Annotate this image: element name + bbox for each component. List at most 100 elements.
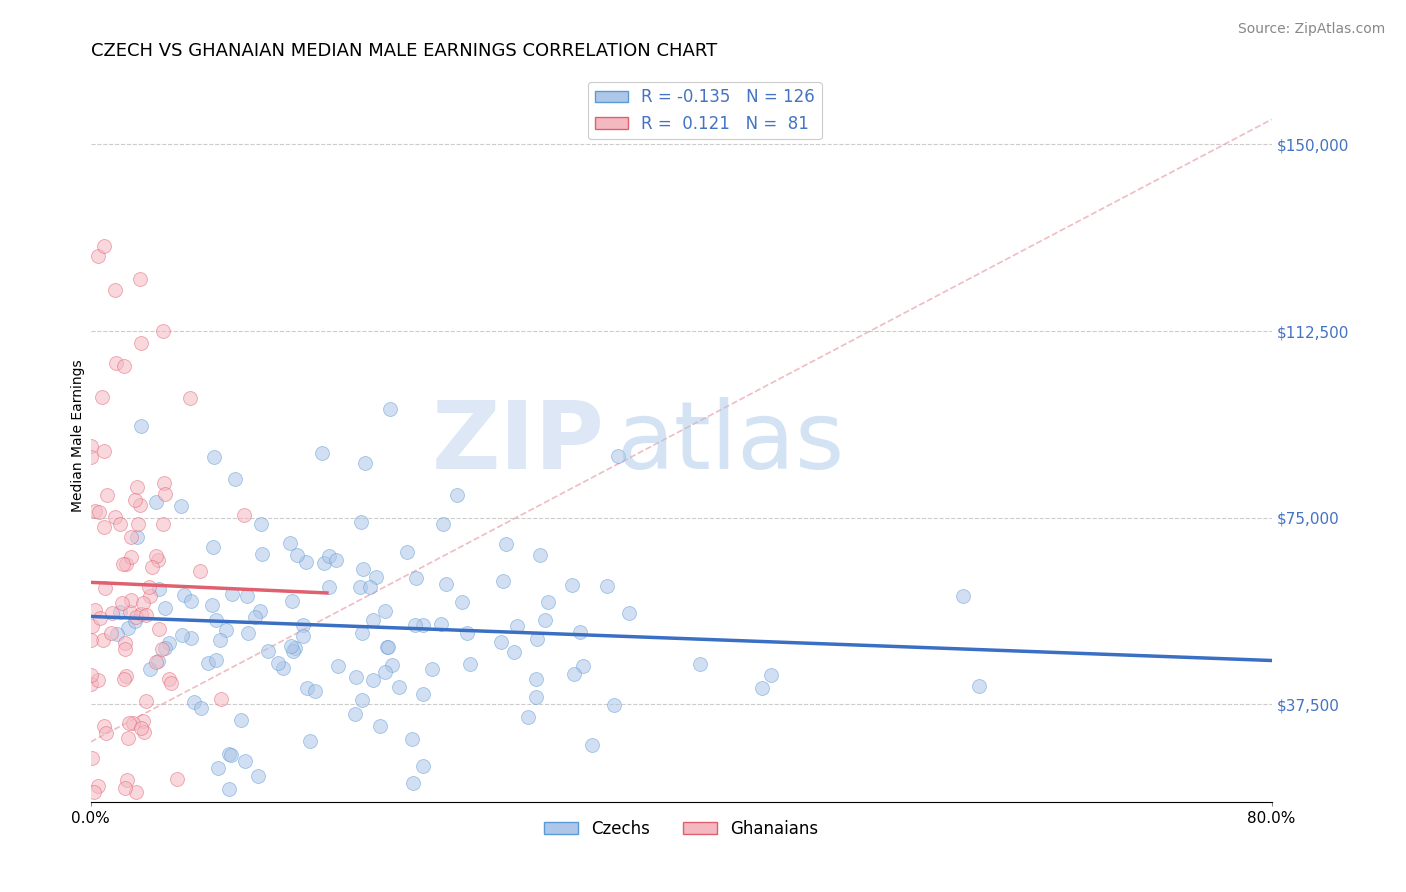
Point xyxy=(420,662,443,676)
Point xyxy=(112,359,135,373)
Point xyxy=(124,614,146,628)
Point xyxy=(190,701,212,715)
Point xyxy=(84,603,107,617)
Point xyxy=(148,622,170,636)
Point xyxy=(148,552,170,566)
Point xyxy=(352,693,374,707)
Point xyxy=(153,640,176,655)
Point xyxy=(105,627,128,641)
Point xyxy=(146,654,169,668)
Point xyxy=(104,510,127,524)
Point xyxy=(129,607,152,621)
Point xyxy=(82,750,104,764)
Point xyxy=(180,594,202,608)
Point xyxy=(115,773,138,788)
Point xyxy=(152,325,174,339)
Point xyxy=(112,557,135,571)
Point xyxy=(94,726,117,740)
Point xyxy=(153,486,176,500)
Point xyxy=(80,450,103,464)
Point xyxy=(617,606,640,620)
Point xyxy=(489,635,512,649)
Point xyxy=(568,624,591,639)
Point xyxy=(295,681,318,696)
Point xyxy=(291,628,314,642)
Point xyxy=(603,698,626,712)
Point xyxy=(405,571,427,585)
Point xyxy=(524,690,547,705)
Point xyxy=(87,779,110,793)
Point xyxy=(238,626,260,640)
Point xyxy=(378,401,401,416)
Point xyxy=(132,725,155,739)
Point xyxy=(207,762,229,776)
Point xyxy=(145,655,167,669)
Point xyxy=(219,747,242,762)
Point xyxy=(751,681,773,695)
Point xyxy=(456,625,478,640)
Point xyxy=(138,662,160,676)
Point xyxy=(343,706,366,721)
Point xyxy=(377,640,399,655)
Point xyxy=(412,618,434,632)
Point xyxy=(284,640,307,655)
Point xyxy=(82,619,104,633)
Point xyxy=(359,580,381,594)
Point xyxy=(388,680,411,694)
Point xyxy=(100,625,122,640)
Point xyxy=(159,676,181,690)
Point xyxy=(132,714,155,728)
Point xyxy=(430,617,453,632)
Point xyxy=(432,516,454,531)
Point xyxy=(105,356,128,370)
Point xyxy=(606,449,628,463)
Point xyxy=(209,692,232,706)
Point xyxy=(153,601,176,615)
Point xyxy=(117,621,139,635)
Point xyxy=(90,390,112,404)
Point xyxy=(231,714,253,728)
Point xyxy=(120,530,142,544)
Point xyxy=(139,589,162,603)
Point xyxy=(166,772,188,786)
Point xyxy=(249,604,271,618)
Point xyxy=(202,450,225,464)
Point xyxy=(190,564,212,578)
Text: atlas: atlas xyxy=(616,397,845,489)
Point xyxy=(125,530,148,544)
Point xyxy=(352,626,374,640)
Point xyxy=(101,606,124,620)
Point xyxy=(318,580,340,594)
Point xyxy=(93,238,115,252)
Point xyxy=(396,545,419,559)
Point xyxy=(299,734,322,748)
Point xyxy=(312,556,335,570)
Point xyxy=(344,670,367,684)
Point xyxy=(434,577,457,591)
Point xyxy=(93,581,115,595)
Point xyxy=(127,479,149,493)
Point xyxy=(451,595,474,609)
Point xyxy=(596,579,619,593)
Point xyxy=(114,669,136,683)
Point xyxy=(118,605,141,619)
Point xyxy=(114,635,136,649)
Point xyxy=(205,653,228,667)
Point xyxy=(129,721,152,735)
Point xyxy=(233,754,256,768)
Point xyxy=(111,596,134,610)
Point xyxy=(506,619,529,633)
Point xyxy=(170,499,193,513)
Point xyxy=(117,731,139,745)
Point xyxy=(179,391,201,405)
Point xyxy=(250,516,273,531)
Point xyxy=(534,613,557,627)
Point xyxy=(218,782,240,797)
Point xyxy=(374,665,396,680)
Point xyxy=(412,687,434,701)
Point xyxy=(252,547,274,561)
Point xyxy=(80,677,103,691)
Point xyxy=(128,272,150,286)
Point xyxy=(135,607,157,622)
Point xyxy=(232,508,254,523)
